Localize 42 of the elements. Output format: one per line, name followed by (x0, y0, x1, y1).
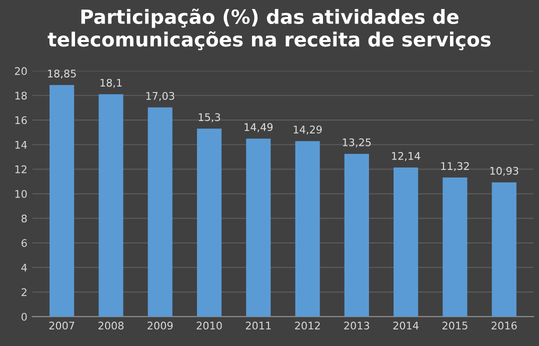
data-label: 17,03 (146, 92, 174, 101)
data-label: 10,93 (490, 166, 518, 176)
bar (196, 128, 222, 317)
y-tick-label: 0 (22, 312, 27, 321)
y-tick-label: 20 (14, 67, 27, 76)
y-tick-label: 12 (15, 165, 26, 174)
bar (344, 154, 369, 317)
data-label: 15,3 (198, 113, 220, 122)
bar (246, 138, 271, 317)
data-label: 14,49 (244, 123, 273, 132)
data-label: 11,32 (441, 162, 469, 172)
y-tick-label: 6 (22, 239, 27, 247)
data-label: 18,1 (100, 78, 122, 88)
y-tick-label: 8 (22, 214, 27, 222)
x-tick-label: 2007 (49, 322, 74, 330)
x-tick-label: 2016 (492, 322, 517, 330)
x-tick-label: 2012 (295, 322, 320, 330)
y-tick-label: 14 (15, 140, 27, 149)
data-label: 18,85 (48, 70, 76, 79)
y-tick-label: 4 (21, 264, 27, 272)
bar (295, 141, 320, 317)
bar (394, 167, 418, 317)
x-tick-label: 2008 (98, 322, 124, 330)
bar (148, 107, 172, 317)
x-tick-label: 2013 (344, 322, 370, 330)
data-label: 12,14 (392, 152, 420, 161)
x-tick-label: 2011 (246, 322, 271, 330)
bar (50, 85, 74, 317)
data-label: 14,29 (294, 126, 322, 135)
bar (492, 182, 516, 317)
y-tick-label: 10 (15, 190, 27, 198)
x-tick-label: 2014 (393, 322, 419, 330)
y-tick-label: 2 (22, 288, 26, 296)
y-tick-label: 18 (15, 92, 27, 100)
x-tick-label: 2009 (148, 322, 173, 330)
x-tick-label: 2010 (196, 322, 222, 330)
chart-title: Participação (%) das atividades de telecomunicações na receita de serviços (48, 8, 491, 50)
x-tick-label: 2015 (442, 322, 468, 330)
bar (98, 94, 124, 317)
data-label: 13,25 (342, 138, 371, 148)
bar (442, 178, 468, 317)
y-tick-label: 16 (15, 116, 27, 124)
